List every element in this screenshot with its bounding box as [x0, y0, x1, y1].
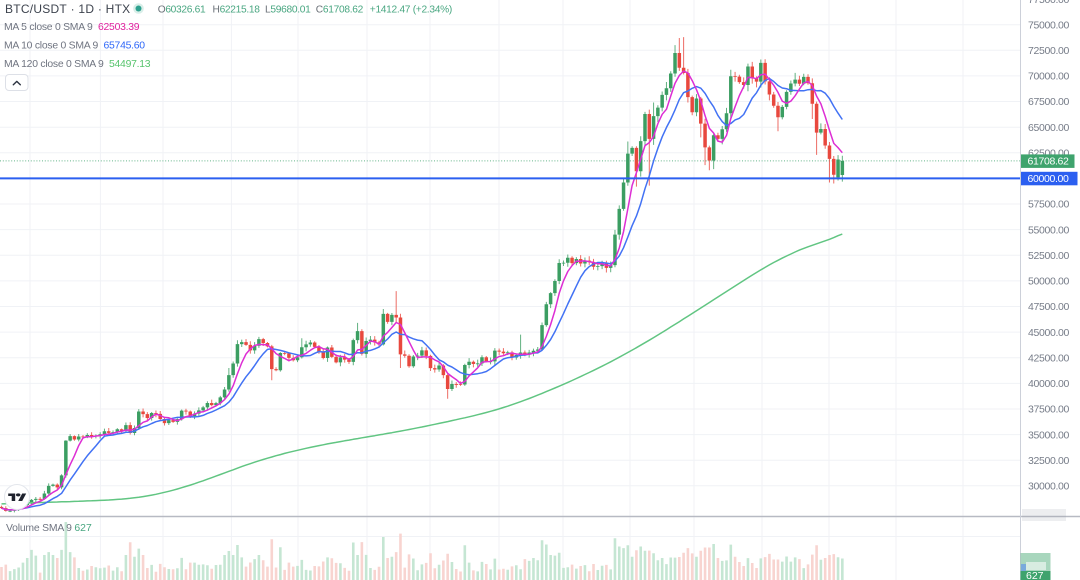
svg-text:77500.00: 77500.00	[1028, 0, 1070, 6]
svg-text:+1412.47 (+2.34%): +1412.47 (+2.34%)	[370, 5, 452, 16]
svg-text:55000.00: 55000.00	[1028, 224, 1070, 236]
svg-text:47500.00: 47500.00	[1028, 301, 1070, 313]
svg-text:MA 120 close 0 SMA 9: MA 120 close 0 SMA 9	[4, 59, 104, 70]
svg-text:627: 627	[74, 523, 92, 534]
svg-text:70000.00: 70000.00	[1028, 71, 1070, 83]
svg-text:L59680.01: L59680.01	[265, 5, 311, 16]
svg-text:65745.60: 65745.60	[104, 41, 146, 52]
svg-text:54497.13: 54497.13	[109, 59, 151, 70]
svg-text:62503.39: 62503.39	[98, 22, 140, 33]
svg-text:H62215.18: H62215.18	[213, 5, 261, 16]
svg-text:627: 627	[1026, 570, 1044, 580]
svg-text:57500.00: 57500.00	[1028, 199, 1070, 211]
svg-text:42500.00: 42500.00	[1028, 352, 1070, 364]
svg-text:30000.00: 30000.00	[1028, 481, 1070, 493]
svg-text:67500.00: 67500.00	[1028, 96, 1070, 108]
svg-text:52500.00: 52500.00	[1028, 250, 1070, 262]
svg-text:32500.00: 32500.00	[1028, 455, 1070, 467]
svg-text:40000.00: 40000.00	[1028, 378, 1070, 390]
svg-text:50000.00: 50000.00	[1028, 276, 1070, 288]
svg-text:MA 10 close 0 SMA 9: MA 10 close 0 SMA 9	[4, 41, 98, 52]
svg-text:Volume SMA 9: Volume SMA 9	[6, 523, 72, 534]
svg-text:35000.00: 35000.00	[1028, 429, 1070, 441]
svg-text:72500.00: 72500.00	[1028, 45, 1070, 57]
svg-text:C61708.62: C61708.62	[316, 5, 364, 16]
svg-text:O60326.61: O60326.61	[158, 5, 206, 16]
svg-text:65000.00: 65000.00	[1028, 122, 1070, 134]
svg-text:75000.00: 75000.00	[1028, 19, 1070, 31]
svg-text:37500.00: 37500.00	[1028, 404, 1070, 416]
svg-text:45000.00: 45000.00	[1028, 327, 1070, 339]
svg-text:61708.62: 61708.62	[1028, 156, 1070, 168]
svg-text:60000.00: 60000.00	[1028, 173, 1070, 185]
svg-text:MA 5 close 0 SMA 9: MA 5 close 0 SMA 9	[4, 22, 93, 33]
svg-text:BTC/USDT · 1D · HTX: BTC/USDT · 1D · HTX	[5, 2, 130, 16]
